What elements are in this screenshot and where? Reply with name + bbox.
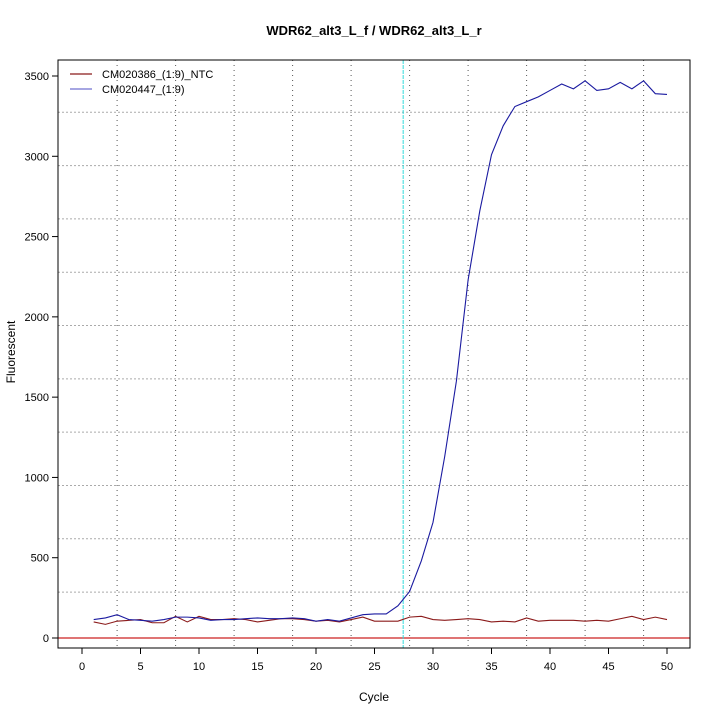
x-tick-label: 10	[193, 661, 205, 673]
y-tick-label: 2000	[25, 312, 49, 324]
x-tick-label: 40	[544, 661, 556, 673]
y-tick-label: 3000	[25, 151, 49, 163]
y-tick-label: 500	[31, 553, 49, 565]
x-tick-label: 5	[137, 661, 143, 673]
grid	[58, 60, 690, 648]
chart-title: WDR62_alt3_L_f / WDR62_alt3_L_r	[266, 23, 481, 38]
y-tick-label: 1500	[25, 392, 49, 404]
y-tick-label: 3500	[25, 71, 49, 83]
x-tick-label: 45	[602, 661, 614, 673]
x-tick-label: 30	[427, 661, 439, 673]
y-tick-label: 2500	[25, 232, 49, 244]
series-line-1	[93, 615, 668, 625]
legend-label: CM020386_(1:9)_NTC	[102, 69, 213, 81]
y-axis-label: Fluorescent	[4, 320, 18, 383]
x-tick-label: 20	[310, 661, 322, 673]
x-tick-label: 50	[661, 661, 673, 673]
series-line-2	[93, 80, 668, 622]
x-tick-label: 25	[368, 661, 380, 673]
x-tick-label: 0	[79, 661, 85, 673]
y-tick-label: 1000	[25, 472, 49, 484]
y-tick-label: 0	[43, 633, 49, 645]
series-lines	[58, 60, 690, 648]
axes: 0 5 10 15 20 25 30 35 40 45 5005001000150020002500…	[25, 71, 674, 673]
legend-label: CM020447_(1:9)	[102, 84, 185, 96]
x-tick-label: 35	[485, 661, 497, 673]
plot-frame	[57, 59, 691, 649]
legend: CM020386_(1:9)_NTC CM020447_(1:9)	[70, 69, 213, 96]
x-axis-label: Cycle	[359, 690, 389, 704]
x-tick-label: 15	[251, 661, 263, 673]
